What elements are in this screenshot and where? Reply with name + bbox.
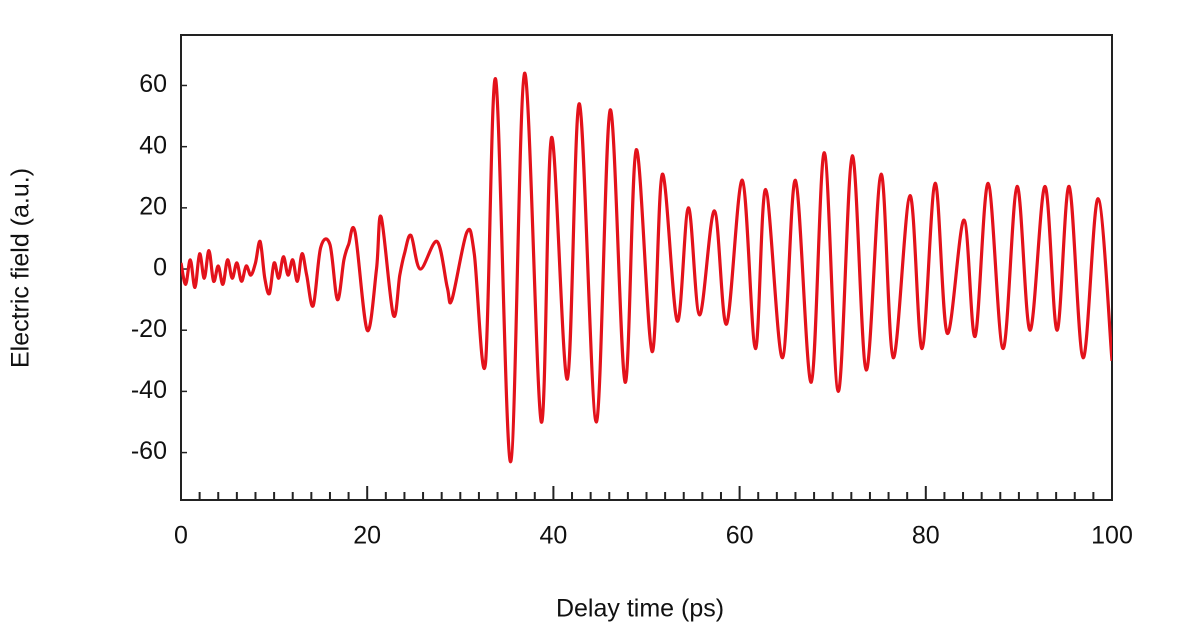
y-tick-label: 60 xyxy=(139,70,167,98)
y-tick-label: 20 xyxy=(139,192,167,220)
x-tick-label: 100 xyxy=(1091,522,1133,550)
x-tick-label: 0 xyxy=(174,522,188,550)
y-tick-label: -20 xyxy=(131,315,167,343)
y-tick-label: 0 xyxy=(153,254,167,282)
signal-line xyxy=(181,71,1112,464)
y-tick-label: -60 xyxy=(131,437,167,465)
x-tick-label: 80 xyxy=(912,522,940,550)
x-tick-label: 20 xyxy=(353,522,381,550)
x-tick-label: 60 xyxy=(726,522,754,550)
y-axis-title: Electric field (a.u.) xyxy=(7,168,35,368)
x-axis-title: Delay time (ps) xyxy=(556,595,724,623)
y-tick-label: -40 xyxy=(131,376,167,404)
y-tick-label: 40 xyxy=(139,131,167,159)
x-tick-label: 40 xyxy=(539,522,567,550)
